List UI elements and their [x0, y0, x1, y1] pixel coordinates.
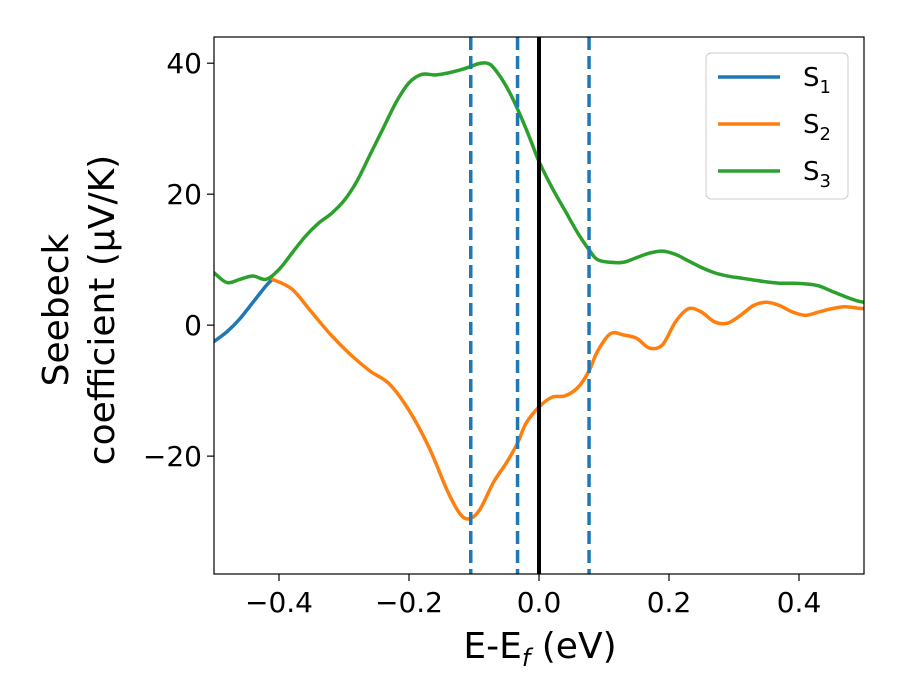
tick-layer: −0.4 −0.2 0.0 0.2 0.4 −20 0 20 40: [143, 47, 821, 619]
x-tick-label: 0.0: [517, 586, 562, 619]
legend-box: [705, 52, 849, 200]
vline-layer: [469, 37, 591, 574]
y-axis-label-line1: Seebeck: [36, 233, 77, 386]
legend-label-s1: S1: [803, 63, 831, 98]
y-tick-label: −20: [143, 440, 202, 473]
x-tick-label: −0.2: [375, 586, 443, 619]
y-tick-label: 40: [166, 47, 202, 80]
legend-label-s3: S3: [803, 157, 831, 192]
legend: S1 S2 S3: [705, 52, 849, 200]
x-axis-label-main: E-E: [463, 626, 521, 667]
series-layer: [214, 61, 864, 521]
y-axis-label-line2: coefficient (μV/K): [82, 155, 123, 465]
x-axis-label-unit: (eV): [530, 626, 616, 667]
x-axis-label: E-Ef (eV): [463, 626, 616, 672]
y-tick-label: 0: [184, 309, 202, 342]
series-line-s1: [214, 277, 275, 344]
x-tick-label: 0.4: [777, 586, 822, 619]
legend-label-s2: S2: [803, 110, 831, 145]
series-line-s3: [214, 61, 864, 304]
y-tick-label: 20: [166, 178, 202, 211]
x-tick-label: 0.2: [647, 586, 692, 619]
x-tick-label: −0.4: [245, 586, 313, 619]
series-line-s2: [270, 277, 864, 521]
